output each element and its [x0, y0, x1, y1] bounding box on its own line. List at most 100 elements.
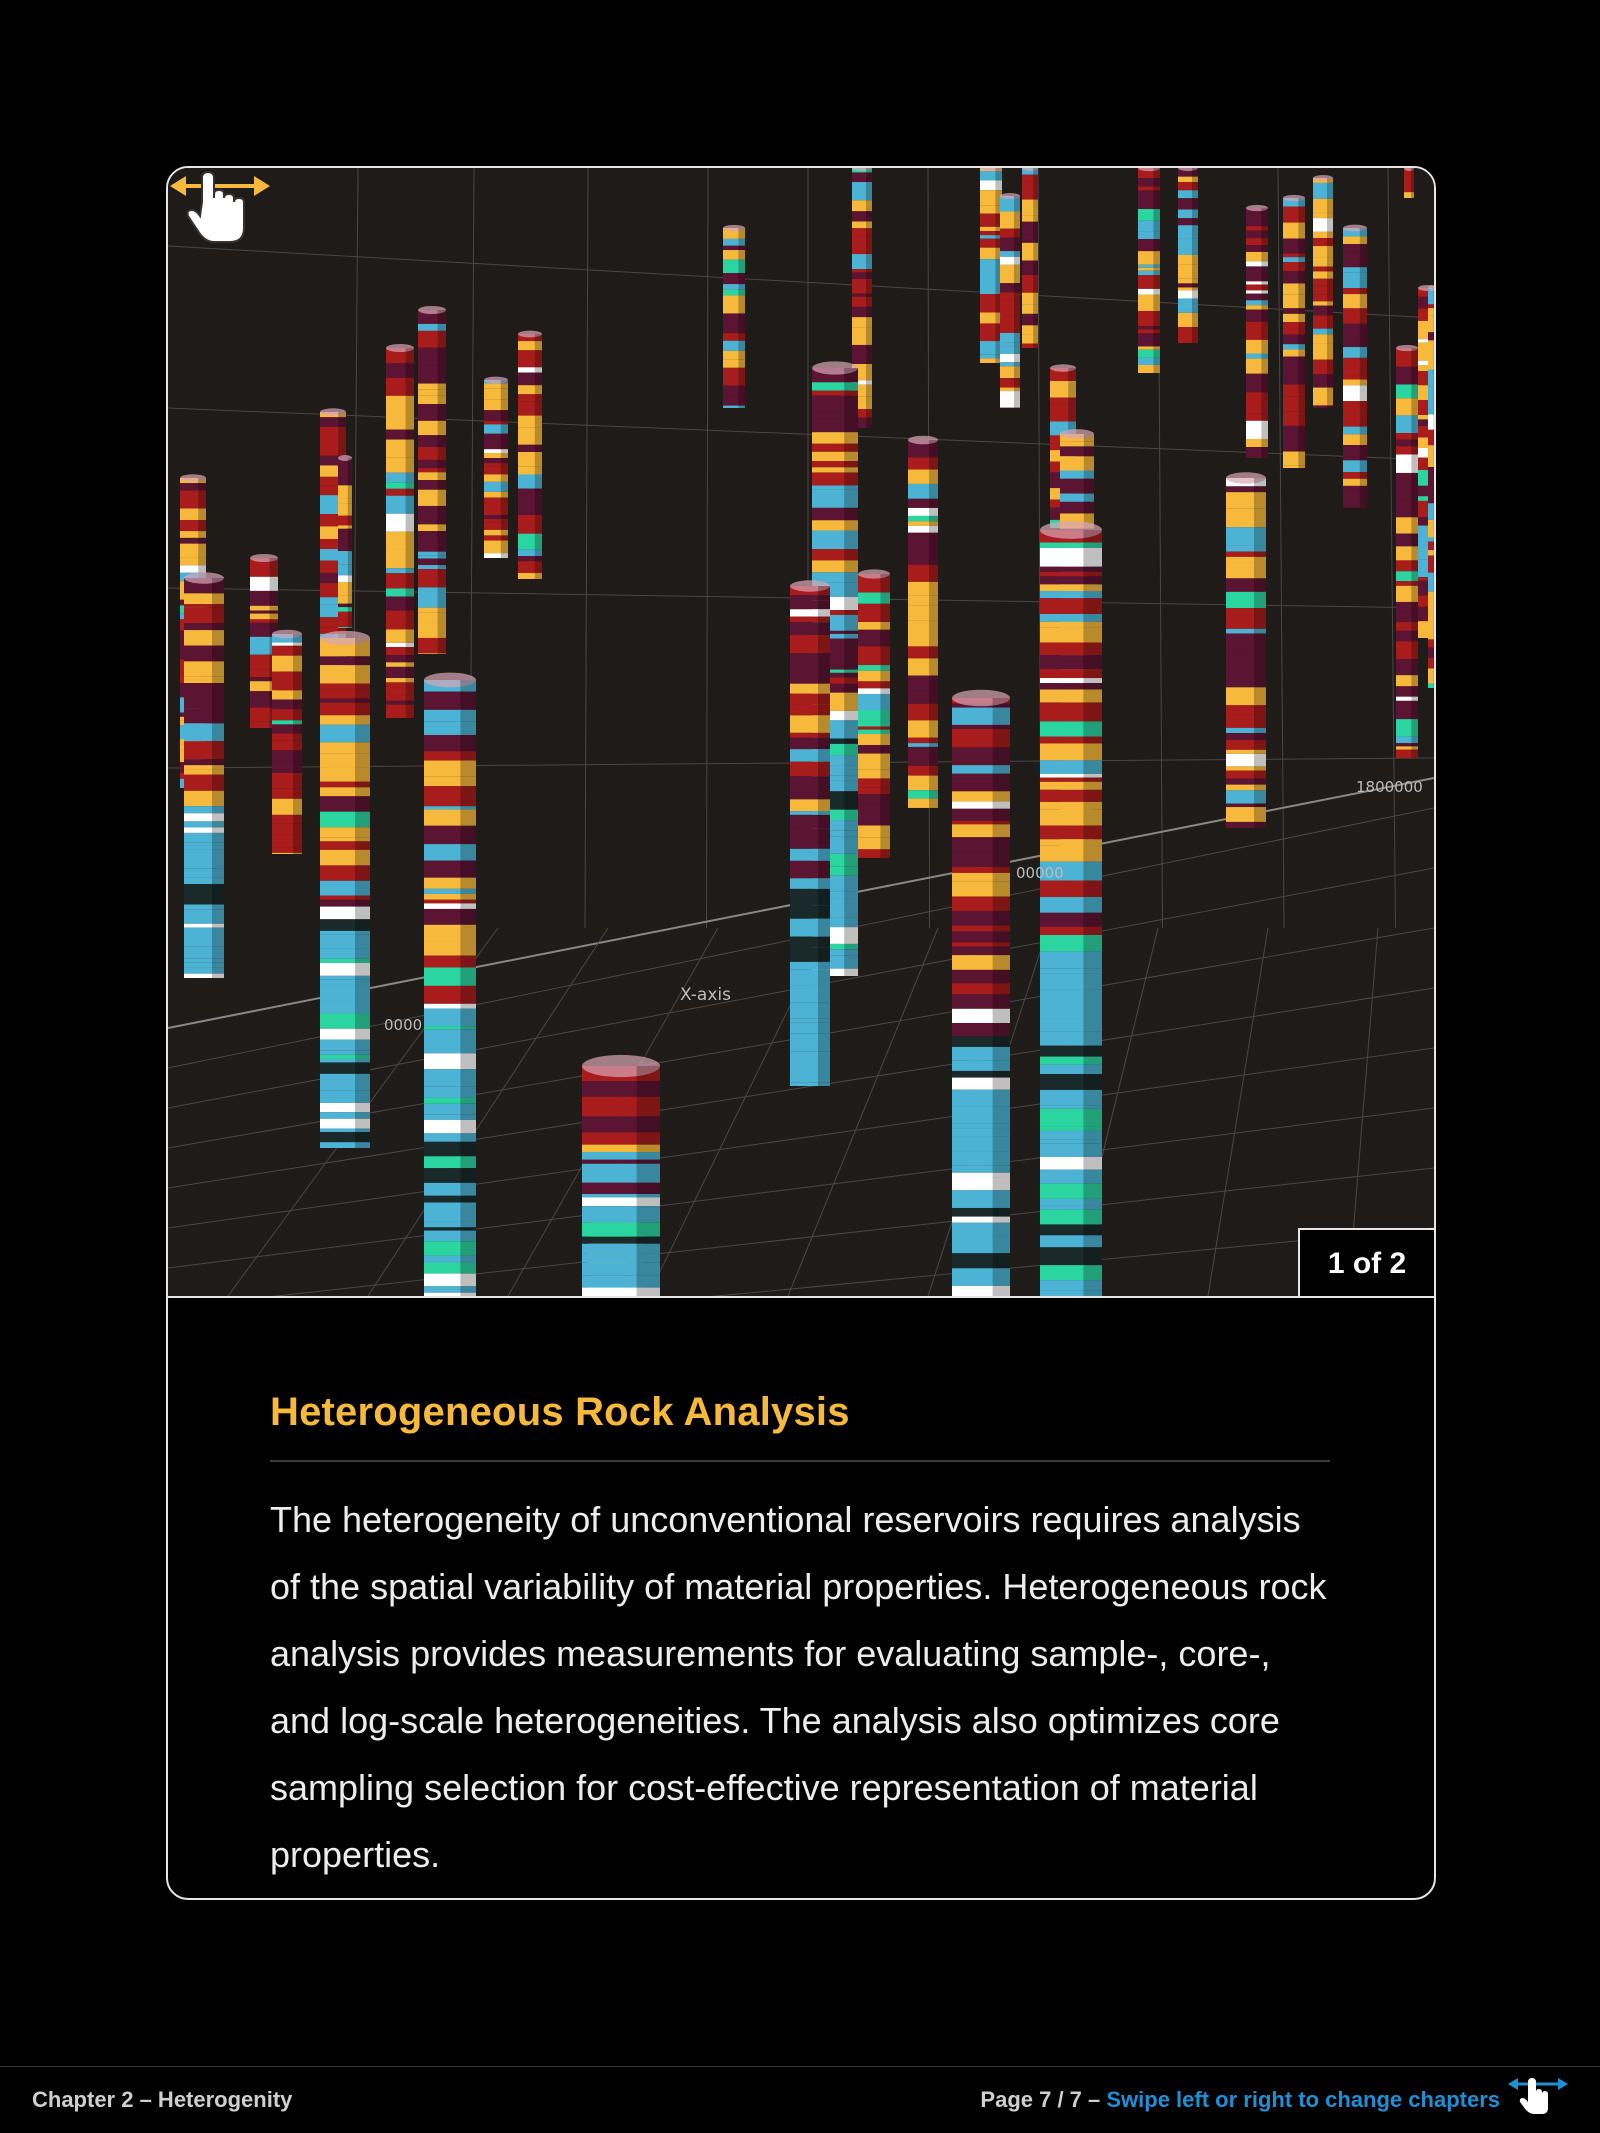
- column-band: [1040, 1280, 1102, 1291]
- column-band: [250, 625, 278, 637]
- column-band: [1040, 1143, 1102, 1157]
- column-band: [1283, 356, 1305, 362]
- column-band: [1000, 353, 1020, 363]
- column-band: [1040, 542, 1102, 548]
- column-band: [790, 1022, 830, 1034]
- column-band: [952, 801, 1010, 809]
- column-band: [1060, 501, 1094, 514]
- column-band: [1343, 267, 1367, 273]
- column-band: [1313, 315, 1333, 329]
- column-band: [1040, 1073, 1102, 1090]
- column-shade: [437, 310, 446, 654]
- column-band: [812, 530, 858, 549]
- column-band: [250, 654, 278, 670]
- column-band: [484, 529, 508, 536]
- column-band: [250, 576, 278, 591]
- column-band: [812, 669, 858, 673]
- column-band: [1022, 242, 1038, 261]
- column-band: [952, 946, 1010, 956]
- column-band: [1396, 700, 1418, 714]
- column-band: [424, 1221, 476, 1228]
- column-band: [184, 769, 224, 775]
- column-band: [272, 847, 302, 853]
- column-band: [812, 443, 858, 452]
- column-band: [338, 472, 352, 486]
- column-band: [320, 787, 370, 797]
- column-band: [1138, 294, 1160, 312]
- column-shade: [534, 334, 542, 579]
- column-band: [812, 507, 858, 521]
- column-band: [980, 259, 1002, 277]
- column-shade: [738, 228, 745, 408]
- column-band: [1040, 1041, 1102, 1046]
- column-band: [518, 498, 542, 515]
- column-band: [1040, 571, 1102, 577]
- column-band: [1428, 462, 1434, 468]
- column-band: [852, 254, 872, 270]
- column-band: [320, 702, 370, 716]
- column-band: [852, 221, 872, 229]
- column-band: [858, 670, 890, 682]
- column-band: [1404, 174, 1414, 193]
- column-band: [908, 737, 938, 744]
- column-band: [418, 595, 446, 608]
- column-band: [952, 1190, 1010, 1208]
- column-band: [1022, 234, 1038, 243]
- column-band: [386, 695, 414, 701]
- column-band: [1138, 346, 1160, 350]
- column-band: [184, 708, 224, 724]
- column-band: [1178, 218, 1198, 226]
- column-band: [980, 180, 1002, 191]
- column-band: [1396, 571, 1418, 582]
- column-band: [1396, 415, 1418, 434]
- column-band: [1313, 405, 1333, 408]
- column-band: [952, 1060, 1010, 1071]
- column-band: [418, 565, 446, 570]
- column-band: [1343, 426, 1367, 435]
- column-band: [1428, 541, 1434, 551]
- column-band: [908, 605, 938, 621]
- column-band: [1226, 803, 1266, 808]
- column-band: [1226, 821, 1266, 828]
- column-band: [320, 538, 346, 550]
- column-band: [424, 776, 476, 787]
- column-shade: [1083, 530, 1102, 1296]
- column-band: [184, 759, 224, 766]
- column-band: [424, 751, 476, 761]
- column-band: [1000, 342, 1020, 347]
- column-cap: [1404, 168, 1414, 171]
- column-band: [320, 442, 346, 456]
- column-band: [852, 380, 872, 385]
- column-band: [908, 637, 938, 647]
- column-band: [858, 857, 890, 858]
- column-band: [320, 948, 370, 959]
- column-band: [1313, 231, 1333, 239]
- column-band: [484, 540, 508, 554]
- column-band: [1226, 766, 1266, 771]
- column-band: [1138, 190, 1160, 210]
- column-shade: [1411, 168, 1414, 198]
- column-band: [320, 621, 346, 628]
- column-band: [1246, 438, 1268, 448]
- column-shade: [460, 680, 476, 1296]
- column-band: [812, 809, 858, 821]
- column-band: [723, 238, 745, 246]
- column-band: [272, 724, 302, 734]
- column-band: [858, 665, 890, 671]
- column-cap: [980, 168, 1002, 172]
- column-band: [1313, 212, 1333, 219]
- column-band: [723, 289, 745, 296]
- column-band: [812, 520, 858, 531]
- column-band: [418, 531, 446, 536]
- column-band: [980, 205, 1002, 214]
- column-band: [1178, 225, 1198, 239]
- column-band: [858, 603, 890, 623]
- column-band: [184, 962, 224, 968]
- column-band: [338, 575, 352, 582]
- column-band: [386, 513, 414, 532]
- wellbore-visualization[interactable]: X-axis 0000 00000 1800000 1 of 2: [168, 168, 1434, 1296]
- column-band: [250, 619, 278, 623]
- column-band: [1040, 743, 1102, 761]
- column-band: [858, 710, 890, 727]
- footer-swipe-hint[interactable]: Swipe left or right to change chapters: [1106, 2087, 1500, 2112]
